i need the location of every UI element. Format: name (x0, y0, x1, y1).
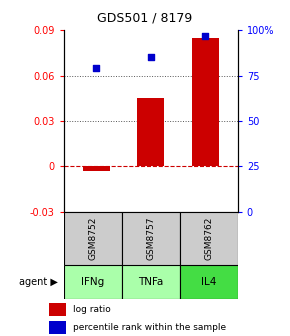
Text: IL4: IL4 (201, 277, 217, 287)
Text: GDS501 / 8179: GDS501 / 8179 (97, 12, 193, 25)
Bar (122, 265, 180, 299)
Text: IFNg: IFNg (81, 277, 104, 287)
Bar (192, 38, 219, 166)
Text: TNFa: TNFa (138, 277, 164, 287)
Point (203, 33, 207, 38)
Text: agent ▶: agent ▶ (19, 277, 58, 287)
Text: log ratio: log ratio (73, 305, 111, 314)
Bar (64, 212, 122, 265)
Text: GSM8757: GSM8757 (146, 217, 155, 260)
Bar (122, 212, 180, 265)
Text: GSM8762: GSM8762 (204, 217, 213, 260)
Point (94, 66, 99, 71)
Bar (64, 265, 122, 299)
Point (148, 55, 153, 60)
Bar (83, 166, 110, 171)
Bar (49, 303, 66, 316)
Bar (137, 98, 164, 166)
Text: percentile rank within the sample: percentile rank within the sample (73, 323, 226, 332)
Bar (49, 321, 66, 334)
Text: GSM8752: GSM8752 (88, 217, 97, 260)
Bar (180, 212, 238, 265)
Bar (180, 265, 238, 299)
